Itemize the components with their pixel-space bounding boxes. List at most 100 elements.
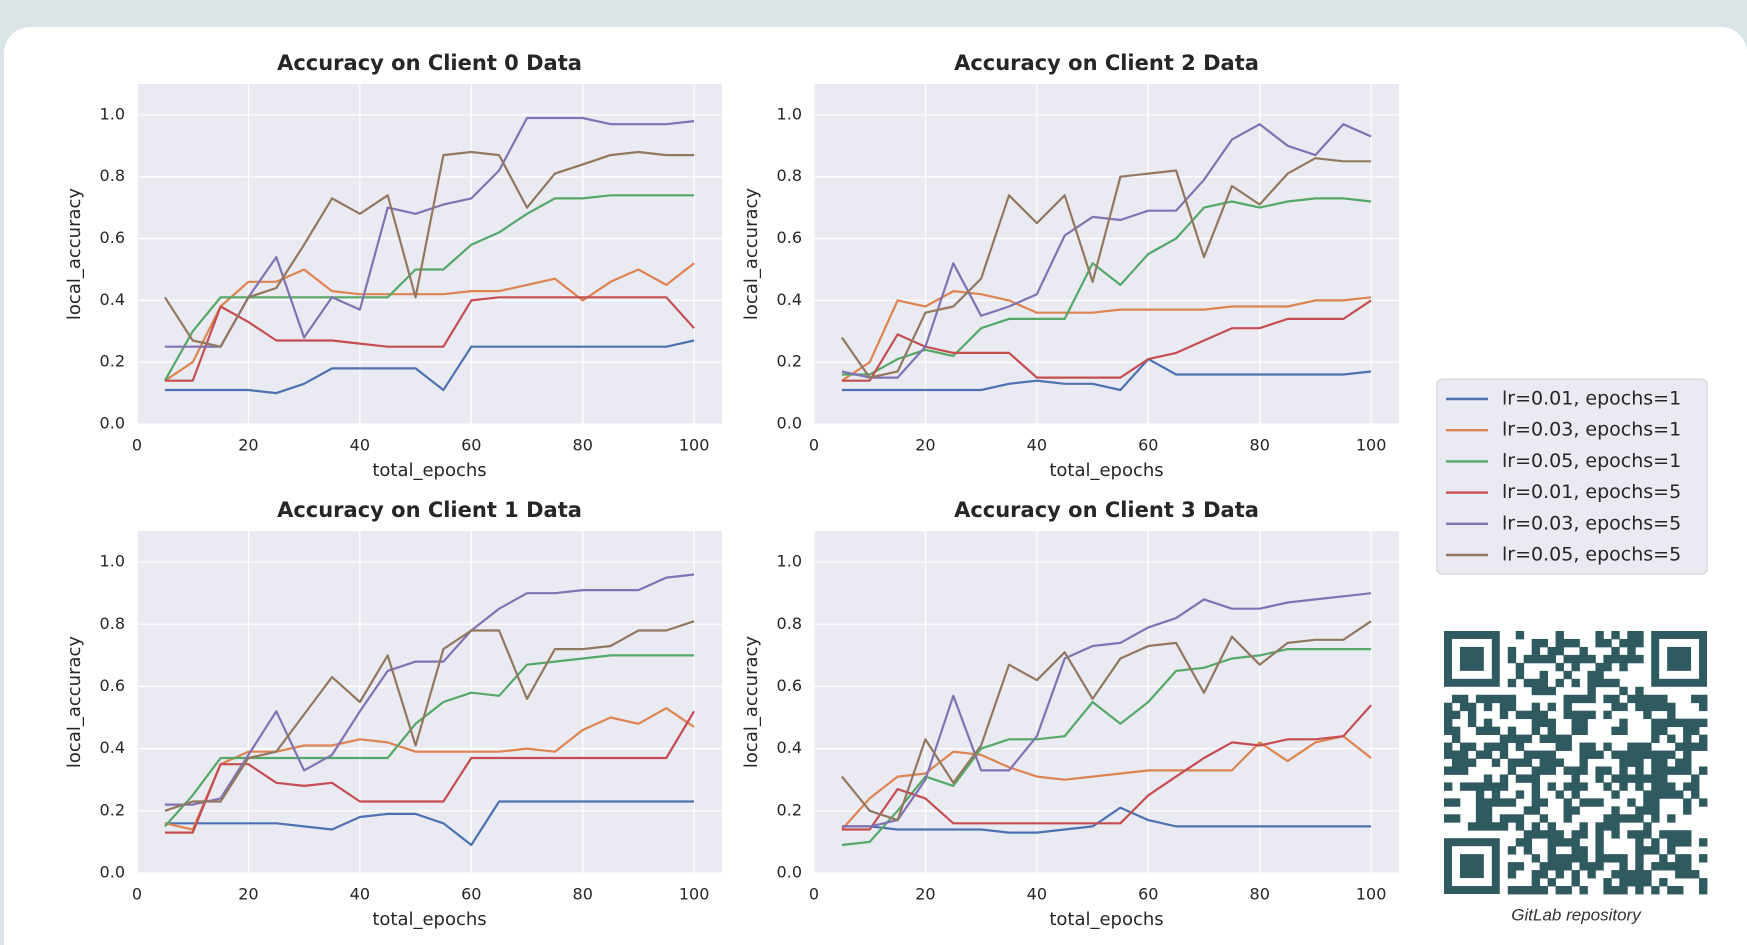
legend-label: lr=0.03, epochs=1 (1502, 419, 1681, 441)
y-axis-label: local_accuracy (741, 188, 762, 321)
series-line (841, 299, 1372, 382)
x-tick-label: 20 (915, 885, 935, 904)
qr-module (1635, 814, 1644, 823)
qr-module (1643, 878, 1652, 887)
qr-module (1579, 798, 1588, 807)
qr-module (1635, 654, 1644, 664)
qr-module (1523, 750, 1533, 759)
qr-module (1467, 782, 1477, 791)
qr-module (1643, 798, 1652, 807)
qr-module (1595, 766, 1604, 775)
qr-module (1531, 678, 1541, 688)
qr-module (1659, 694, 1668, 704)
qr-module (1587, 670, 1596, 680)
y-axis-label: local_accuracy (741, 636, 762, 769)
y-tick-label: 0.0 (777, 414, 802, 433)
qr-module (1651, 814, 1660, 823)
qr-module (1459, 742, 1469, 751)
qr-module (1547, 654, 1556, 664)
qr-module (1571, 718, 1580, 728)
qr-module (1547, 686, 1556, 696)
qr-module (1667, 838, 1676, 847)
qr-module (1571, 838, 1580, 847)
qr-module (1611, 654, 1620, 664)
series-line (164, 707, 695, 831)
qr-module (1619, 854, 1628, 863)
qr-module (1611, 854, 1620, 863)
x-axis-label: total_epochs (372, 909, 486, 930)
qr-module (1691, 718, 1700, 728)
qr-module (1467, 758, 1477, 767)
qr-module (1635, 862, 1644, 871)
qr-module (1603, 662, 1612, 672)
qr-module (1611, 702, 1620, 712)
qr-module (1515, 758, 1525, 767)
qr-module (1547, 750, 1556, 759)
qr-module (1539, 686, 1549, 696)
qr-module (1499, 814, 1509, 823)
qr-module (1691, 774, 1700, 783)
qr-module (1523, 886, 1533, 895)
qr-module (1507, 694, 1517, 704)
x-axis-label: total_epochs (1049, 460, 1163, 481)
qr-module (1539, 678, 1549, 688)
qr-module (1515, 710, 1525, 720)
qr-module (1619, 862, 1628, 871)
qr-module (1699, 734, 1708, 743)
qr-module (1603, 710, 1612, 720)
qr-module (1651, 750, 1660, 759)
qr-module (1643, 710, 1652, 720)
y-tick-label: 1.0 (100, 104, 125, 123)
x-tick-label: 100 (1356, 436, 1387, 455)
qr-module (1675, 830, 1684, 839)
qr-module (1595, 774, 1604, 783)
qr-module (1515, 838, 1525, 847)
qr-module (1531, 726, 1541, 736)
qr-module (1635, 694, 1644, 704)
x-tick-label: 80 (1250, 436, 1270, 455)
qr-module (1675, 870, 1684, 879)
series-line (164, 116, 695, 348)
qr-module (1635, 631, 1644, 640)
qr-module (1491, 758, 1501, 767)
qr-module (1659, 726, 1668, 736)
qr-module (1515, 742, 1525, 751)
legend-label: lr=0.01, epochs=1 (1502, 388, 1681, 410)
qr-module (1444, 726, 1453, 736)
qr-module (1651, 734, 1660, 743)
x-tick-label: 80 (573, 436, 593, 455)
qr-module (1579, 726, 1588, 736)
qr-module (1547, 702, 1556, 712)
qr-module (1547, 878, 1556, 887)
qr-module (1571, 830, 1580, 839)
qr-module (1579, 766, 1588, 775)
series-line (164, 800, 695, 847)
qr-module (1619, 702, 1628, 712)
x-tick-label: 80 (573, 885, 593, 904)
qr-module (1507, 798, 1517, 807)
qr-module (1571, 854, 1580, 863)
qr-module (1627, 774, 1636, 783)
qr-caption: GitLab repository (1511, 905, 1642, 924)
qr-module (1483, 806, 1493, 815)
qr-module (1603, 638, 1612, 648)
qr-module (1451, 726, 1461, 736)
qr-module (1595, 638, 1604, 648)
qr-module (1635, 830, 1644, 839)
qr-module (1563, 694, 1572, 704)
qr-finder (1459, 646, 1484, 671)
qr-module (1659, 758, 1668, 767)
x-tick-label: 20 (915, 436, 935, 455)
qr-module (1531, 654, 1541, 664)
qr-module (1659, 750, 1668, 759)
qr-module (1555, 886, 1564, 895)
qr-module (1611, 814, 1620, 823)
qr-module (1507, 734, 1517, 743)
x-tick-label: 0 (809, 436, 819, 455)
qr-module (1579, 646, 1588, 656)
qr-module (1515, 662, 1525, 672)
y-tick-label: 0.4 (100, 290, 125, 309)
qr-module (1483, 694, 1493, 704)
qr-module (1563, 798, 1572, 807)
